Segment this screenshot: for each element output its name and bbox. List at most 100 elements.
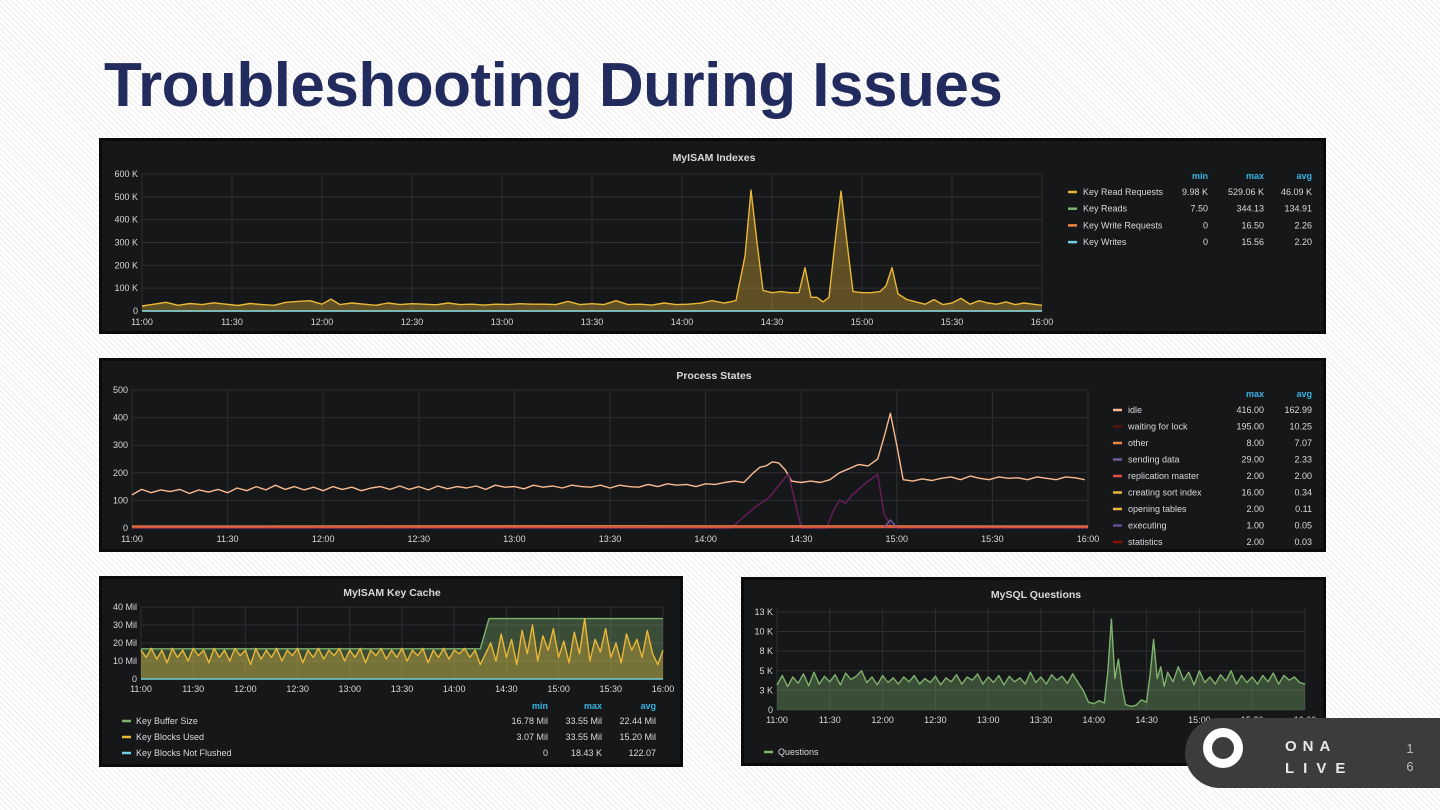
y-tick-label: 10 K <box>754 627 773 637</box>
logo-text-percona: ONA <box>1285 738 1337 755</box>
x-tick-label: 14:30 <box>1135 715 1158 725</box>
legend-max-executing: 1.00 <box>1246 521 1264 531</box>
legend-max-sending-data: 29.00 <box>1241 455 1264 465</box>
x-tick-label: 13:30 <box>599 534 622 544</box>
legend-name-idle: idle <box>1128 405 1142 415</box>
y-tick-label: 20 Mil <box>113 638 137 648</box>
legend-max-key-read-requests: 529.06 K <box>1228 187 1264 197</box>
x-tick-label: 16:00 <box>1031 317 1054 327</box>
legend-name-waiting-for-lock: waiting for lock <box>1127 422 1188 432</box>
series-line-idle <box>131 412 1085 496</box>
x-tick-label: 13:30 <box>581 317 604 327</box>
x-tick-label: 15:00 <box>886 534 909 544</box>
x-tick-label: 12:00 <box>311 317 334 327</box>
legend-max-waiting-for-lock: 195.00 <box>1236 422 1264 432</box>
legend-name-questions: Questions <box>778 747 819 757</box>
legend-max-key-write-requests: 16.50 <box>1241 220 1264 230</box>
legend-max-idle: 416.00 <box>1236 405 1264 415</box>
legend-min-key-read-requests: 9.98 K <box>1182 187 1208 197</box>
x-tick-label: 13:00 <box>491 317 514 327</box>
legend-avg-opening-tables: 0.11 <box>1295 504 1312 514</box>
x-tick-label: 15:30 <box>981 534 1004 544</box>
page-number-line2: 6 <box>1406 759 1414 774</box>
x-tick-label: 13:30 <box>391 684 414 694</box>
x-tick-label: 11:00 <box>121 534 143 544</box>
y-tick-label: 0 <box>132 674 137 684</box>
legend-max-other: 8.00 <box>1246 438 1264 448</box>
legend-avg-key-blocks-used: 15.20 Mil <box>619 732 656 742</box>
legend-max-key-buffer-size: 33.55 Mil <box>565 716 602 726</box>
legend-avg-other: 7.07 <box>1294 438 1312 448</box>
legend-avg-key-reads: 134.91 <box>1284 204 1312 214</box>
y-tick-label: 200 <box>113 468 128 478</box>
legend-name-key-buffer-size: Key Buffer Size <box>136 716 198 726</box>
legend-name-key-write-requests: Key Write Requests <box>1083 220 1163 230</box>
x-tick-label: 16:00 <box>1077 534 1100 544</box>
legend-name-key-blocks-used: Key Blocks Used <box>136 732 204 742</box>
series-line-questions <box>776 618 1306 708</box>
y-tick-label: 8 K <box>759 646 773 656</box>
page-number-line1: 1 <box>1406 741 1414 756</box>
y-tick-label: 100 K <box>114 283 138 293</box>
series-line-key-blocks-used <box>140 617 664 666</box>
legend-avg-key-buffer-size: 22.44 Mil <box>619 716 656 726</box>
x-tick-label: 15:00 <box>1188 715 1211 725</box>
x-tick-label: 11:30 <box>221 317 243 327</box>
slide-title: Troubleshooting During Issues <box>104 51 1003 120</box>
legend-max-key-blocks-used: 33.55 Mil <box>565 732 602 742</box>
y-tick-label: 200 K <box>114 260 138 270</box>
legend-max-key-writes: 15.56 <box>1241 237 1264 247</box>
x-tick-label: 14:00 <box>1083 715 1106 725</box>
series-line-waiting-for-lock <box>132 473 1088 529</box>
legend-avg-key-writes: 2.20 <box>1294 237 1312 247</box>
legend-avg-replication-master: 2.00 <box>1294 471 1312 481</box>
legend-avg-sending-data: 2.33 <box>1294 455 1312 465</box>
x-tick-label: 12:00 <box>234 684 257 694</box>
legend-min-key-blocks-used: 3.07 Mil <box>516 732 548 742</box>
chart-process-states: Process States 0 100 200 300 400 500 11:00 11:30… <box>113 370 1312 547</box>
chart-myisam-indexes: MyISAM Indexes 0 100 K 200 K 300 K 400 K 500 K… <box>114 152 1312 327</box>
legend-avg-executing: 0.05 <box>1294 521 1312 531</box>
x-tick-label: 13:00 <box>503 534 526 544</box>
legend-name-creating-sort-index: creating sort index <box>1128 488 1202 498</box>
x-tick-label: 15:00 <box>547 684 570 694</box>
chart-title: MyISAM Indexes <box>673 152 756 164</box>
y-tick-label: 0 <box>133 306 138 316</box>
legend-name-executing: executing <box>1128 521 1167 531</box>
legend-min-key-write-requests: 0 <box>1203 220 1208 230</box>
legend-header-min: min <box>532 701 548 711</box>
page-number: 1 6 <box>1403 740 1417 776</box>
y-tick-label: 10 Mil <box>113 656 137 666</box>
legend-min-key-writes: 0 <box>1203 237 1208 247</box>
y-tick-label: 300 <box>113 440 128 450</box>
legend-avg-key-write-requests: 2.26 <box>1294 220 1312 230</box>
x-tick-label: 12:30 <box>408 534 431 544</box>
x-tick-label: 13:00 <box>977 715 1000 725</box>
legend-max-replication-master: 2.00 <box>1246 471 1264 481</box>
x-tick-label: 14:30 <box>761 317 784 327</box>
y-tick-label: 13 K <box>754 607 773 617</box>
x-tick-label: 14:00 <box>443 684 466 694</box>
legend-max-statistics: 2.00 <box>1246 537 1264 547</box>
legend-max-opening-tables: 2.00 <box>1246 504 1264 514</box>
y-tick-label: 400 K <box>114 215 138 225</box>
percona-live-logo: ONA LIVE <box>1185 718 1440 810</box>
legend-avg-idle: 162.99 <box>1284 405 1312 415</box>
legend-name-sending-data: sending data <box>1128 455 1180 465</box>
y-tick-label: 5 K <box>759 666 773 676</box>
y-tick-label: 100 <box>113 495 128 505</box>
y-tick-label: 0 <box>123 523 128 533</box>
y-tick-label: 500 <box>113 385 128 395</box>
legend-header-max: max <box>1246 171 1264 181</box>
x-tick-label: 12:00 <box>871 715 894 725</box>
panel-process-states: Process States 0 100 200 300 400 500 11:00 11:30… <box>99 358 1326 552</box>
legend-avg-key-read-requests: 46.09 K <box>1281 187 1312 197</box>
legend-header-avg: avg <box>640 701 656 711</box>
series-line-key-buffer-size <box>141 617 663 650</box>
legend-avg-statistics: 0.03 <box>1294 537 1312 547</box>
x-tick-label: 15:30 <box>600 684 623 694</box>
x-tick-label: 12:30 <box>924 715 947 725</box>
x-tick-label: 11:30 <box>217 534 239 544</box>
chart-title: MySQL Questions <box>991 589 1081 601</box>
legend-min-key-reads: 7.50 <box>1190 204 1208 214</box>
